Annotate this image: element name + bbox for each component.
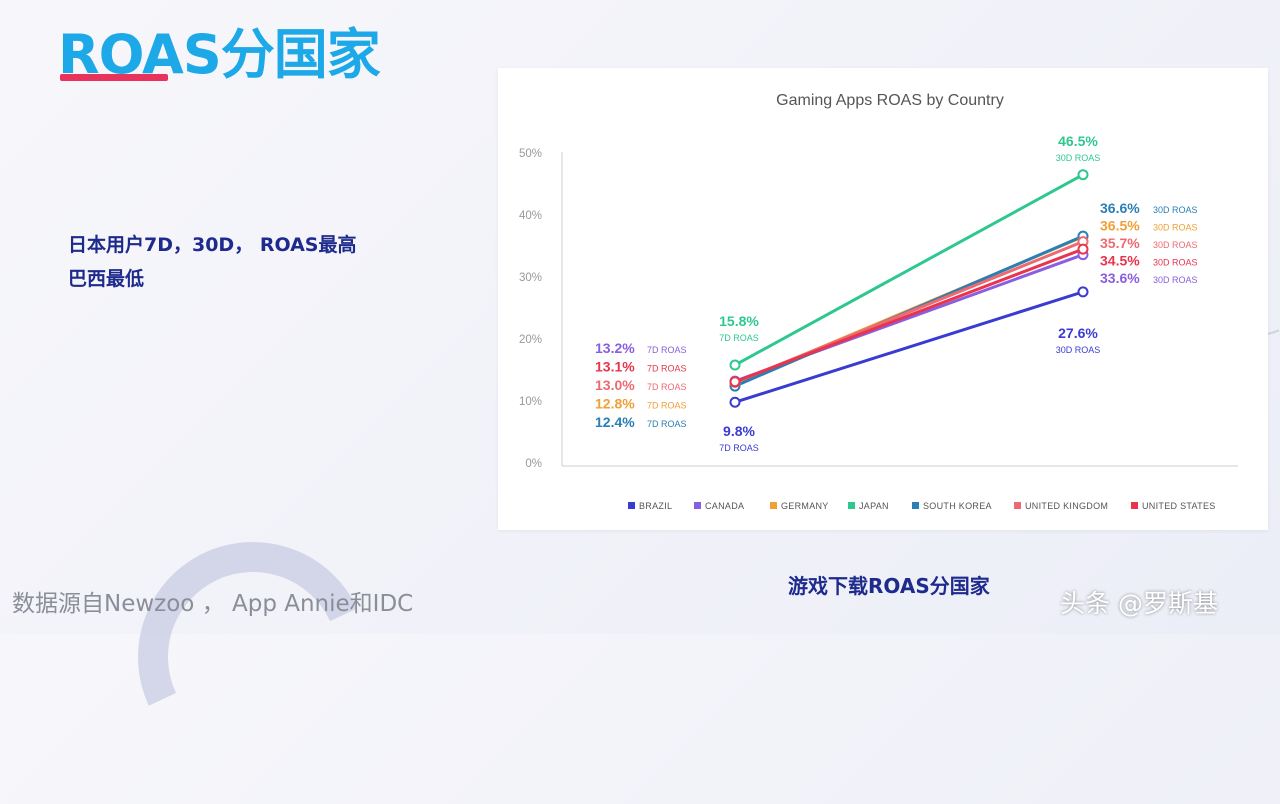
data-sublabel-30d: 30D ROAS [1153,275,1198,285]
y-tick-label: 40% [519,210,542,222]
legend-label: BRAZIL [639,501,672,511]
data-point-united-states [1077,243,1089,255]
y-tick-label: 0% [525,458,542,470]
data-sublabel-7d: 7D ROAS [647,382,687,392]
data-sublabel-30d: 30D ROAS [1153,240,1198,250]
data-sublabel-30d: 30D ROAS [1153,205,1198,215]
data-sublabel-30d: 30D ROAS [1056,345,1101,355]
data-label-7d: 15.8% [719,313,759,329]
series-line-brazil [733,290,1085,404]
roas-line-chart: Gaming Apps ROAS by Country 0% 10% 20% 30% 4… [519,92,1238,511]
note-line-2: 巴西最低 [68,268,145,290]
legend-label: JAPAN [859,501,889,511]
data-label-30d: 36.6% [1100,200,1140,216]
legend-label: SOUTH KOREA [923,501,992,511]
y-tick-label: 20% [519,334,542,346]
title-underline [60,74,168,81]
series-line-united-states [733,247,1085,384]
data-sublabel-7d: 7D ROAS [647,401,687,411]
y-axis-ticks: 0% 10% 20% 30% 40% 50% [519,148,542,470]
data-label-30d: 27.6% [1058,325,1098,341]
note-line-1: 日本用户7D，30D， ROAS最高 [68,234,357,256]
data-label-7d: 12.8% [595,396,635,412]
legend-swatch [912,502,919,509]
data-point-brazil [729,396,741,408]
data-label-7d: 9.8% [723,423,755,439]
legend-label: GERMANY [781,501,829,511]
data-sublabel-7d: 7D ROAS [719,333,759,343]
y-tick-label: 30% [519,272,542,284]
watermark: 头条 @罗斯基 [1060,589,1218,618]
series-points [729,169,1089,408]
series-line-japan [733,173,1085,367]
data-label-30d: 46.5% [1058,133,1098,149]
chart-legend: BRAZIL CANADA GERMANY JAPAN SOUTH KOREA UNITE… [628,501,1216,511]
data-label-7d: 13.2% [595,340,635,356]
series-lines [733,173,1085,404]
data-label-7d: 13.1% [595,359,635,375]
data-label-7d: 12.4% [595,414,635,430]
data-label-30d: 36.5% [1100,218,1140,234]
data-label-7d: 13.0% [595,377,635,393]
data-sublabel-30d: 30D ROAS [1153,258,1198,268]
decorative-arc [105,509,401,804]
data-label-30d: 34.5% [1100,253,1140,269]
legend-label: UNITED STATES [1142,501,1216,511]
data-sublabel-7d: 7D ROAS [647,364,687,374]
data-label-30d: 35.7% [1100,235,1140,251]
data-point-united-states [729,376,741,388]
data-source-note: 数据源自Newzoo ， App Annie和IDC [12,591,414,617]
chart-card: Gaming Apps ROAS by Country 0% 10% 20% 30% 4… [498,68,1268,530]
legend-swatch [848,502,855,509]
legend-swatch [1131,502,1138,509]
data-sublabel-7d: 7D ROAS [647,419,687,429]
legend-swatch [770,502,777,509]
data-sublabel-30d: 30D ROAS [1056,153,1101,163]
legend-swatch [1014,502,1021,509]
legend-swatch [694,502,701,509]
legend-swatch [628,502,635,509]
data-point-brazil [1077,286,1089,298]
data-sublabel-7d: 7D ROAS [647,345,687,355]
legend-label: CANADA [705,501,744,511]
data-point-japan [729,359,741,371]
y-tick-label: 10% [519,396,542,408]
data-label-30d: 33.6% [1100,270,1140,286]
data-sublabel-30d: 30D ROAS [1153,223,1198,233]
chart-caption: 游戏下载ROAS分国家 [788,574,990,598]
key-insight-note: 日本用户7D，30D， ROAS最高 巴西最低 [68,228,356,296]
y-tick-label: 50% [519,148,542,160]
data-point-japan [1077,169,1089,181]
data-sublabel-7d: 7D ROAS [719,443,759,453]
data-labels: 13.2% 7D ROAS 13.1% 7D ROAS 13.0% 7D ROAS 12.8… [595,133,1198,453]
legend-label: UNITED KINGDOM [1025,501,1108,511]
chart-title: Gaming Apps ROAS by Country [776,92,1004,109]
